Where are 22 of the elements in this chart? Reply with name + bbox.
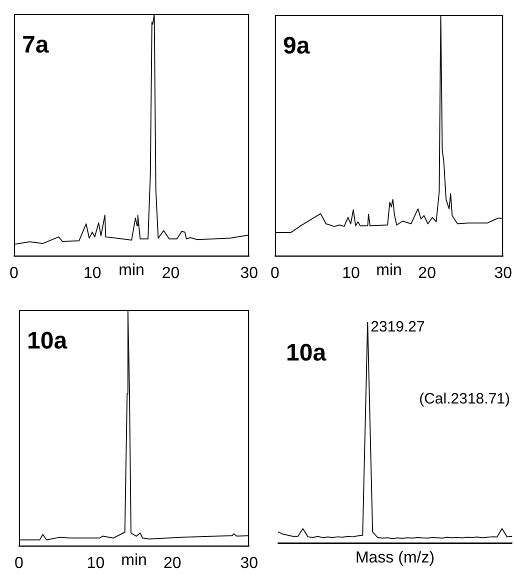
x-axis-title: Mass (m/z) xyxy=(355,549,435,566)
annotation: 2319.27 xyxy=(370,318,425,336)
x-tick-label: 30 xyxy=(240,264,258,282)
text: 9a xyxy=(283,32,310,60)
x-tick-label: 0 xyxy=(270,264,280,282)
x-tick-label: 10 xyxy=(83,264,102,282)
x-axis-title: min xyxy=(376,262,402,280)
x-tick-label: 30 xyxy=(240,554,258,572)
x-axis-title: min xyxy=(118,262,144,280)
x-tick-label: 0 xyxy=(10,264,19,282)
annotation: (Cal.2318.71) xyxy=(419,390,510,408)
x-tick-label: 20 xyxy=(164,554,182,572)
x-tick-label: 30 xyxy=(494,264,512,282)
x-tick-label: 20 xyxy=(418,264,436,282)
x-axis-title: min xyxy=(121,552,147,570)
text: 10a xyxy=(27,328,68,355)
x-tick-label: 10 xyxy=(342,264,360,282)
x-tick-label: 10 xyxy=(86,554,105,572)
x-tick-label: 0 xyxy=(14,554,24,572)
text: 10a xyxy=(286,340,327,367)
x-tick-label: 20 xyxy=(162,264,180,282)
text: 7a xyxy=(22,32,50,59)
